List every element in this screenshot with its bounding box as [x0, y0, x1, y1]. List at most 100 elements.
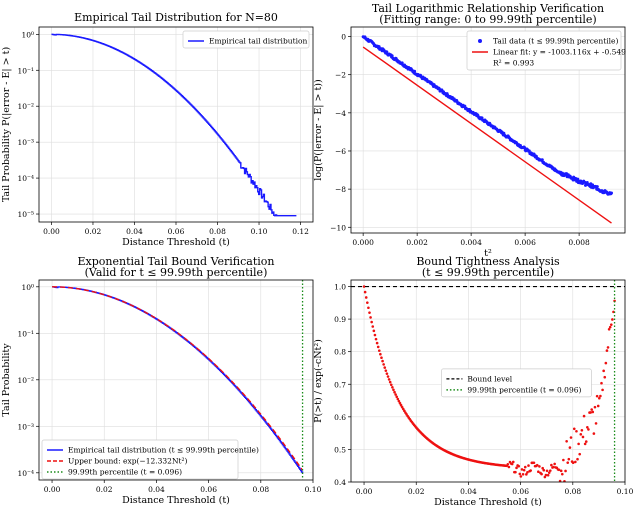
x-tick-label: 0.10 [251, 227, 268, 236]
ratio-point [380, 356, 383, 360]
ratio-point [537, 470, 540, 474]
legend-label: 99.99th percentile (t = 0.096) [68, 468, 182, 477]
x-tick-label: 0.000 [352, 238, 374, 247]
ratio-point [578, 452, 582, 456]
ratio-point [514, 470, 517, 474]
y-axis-label: Tail Probability P(|error - E| > t) [1, 47, 12, 202]
ratio-point [392, 388, 395, 392]
ratio-point [599, 394, 602, 398]
scatter-point [413, 69, 417, 73]
legend-swatch [478, 39, 482, 43]
x-tick-label: 0.006 [514, 238, 536, 247]
y-tick-label: 1.0 [334, 283, 346, 292]
x-axis-label: Distance Threshold (t) [122, 237, 230, 248]
legend-label: Bound level [467, 374, 512, 383]
ratio-point [607, 327, 611, 331]
ratio-point [593, 405, 597, 409]
x-tick-label: 0.00 [356, 487, 373, 496]
ratio-point [547, 471, 551, 474]
ratio-point [393, 390, 396, 394]
x-tick-label: 0.04 [126, 227, 143, 236]
ratio-point [576, 457, 579, 461]
ratio-point [566, 461, 570, 464]
ratio-point [565, 439, 568, 443]
y-tick-label: −2 [335, 71, 346, 80]
plot-area [51, 33, 297, 217]
ratio-point [601, 388, 604, 392]
y-tick-label: 10⁻³ [17, 422, 34, 431]
x-tick-label: 0.008 [568, 238, 590, 247]
legend-box [41, 439, 239, 480]
x-tick-label: 0.06 [168, 227, 185, 236]
legend-label: Linear fit: y = -1003.116x + -0.549 [493, 48, 626, 57]
y-tick-label: −8 [335, 185, 346, 194]
ratio-point [553, 462, 556, 466]
y-tick-label: 10⁰ [21, 283, 34, 292]
ratio-point [590, 408, 593, 411]
ratio-point [382, 363, 385, 366]
ratio-point [395, 395, 399, 399]
scatter-point [540, 158, 544, 162]
y-tick-label: 0 [341, 33, 346, 42]
ratio-point [609, 323, 613, 326]
ratio-point [586, 425, 589, 429]
ratio-point [577, 442, 580, 446]
legend: Tail data (t ≤ 99.99th percentile) Linear… [466, 30, 626, 71]
ratio-point [540, 472, 543, 476]
plot-frame [38, 279, 314, 481]
x-tick-label: 0.10 [305, 485, 322, 494]
ratio-point [567, 457, 571, 461]
ratio-point [525, 473, 528, 476]
ratio-point [362, 285, 366, 288]
legend-label: 99.99th percentile (t = 0.096) [467, 385, 581, 394]
scatter-point [610, 191, 614, 195]
ratio-point [564, 469, 567, 473]
ratio-point [532, 461, 536, 465]
ratio-point [391, 386, 394, 389]
ratio-point [397, 399, 401, 403]
chart-panel-3: 0.00 0.02 0.04 0.06 0.08 0.10 10⁰ 10⁻¹ 10⁻² 10⁻³ 1… [1, 255, 322, 506]
ratio-point [520, 468, 524, 471]
chart-panel-1: 0.00 0.02 0.04 0.06 0.08 0.10 0.12 10⁰ 10⁻¹ 10⁻² 1… [1, 11, 314, 248]
ratio-point [507, 465, 511, 469]
chart-title: Bound Tightness Analysis [416, 255, 560, 268]
y-tick-label: 10⁰ [21, 30, 34, 39]
ratio-point [582, 414, 586, 418]
ratio-point [522, 468, 526, 472]
ratio-point [606, 346, 610, 349]
x-tick-label: 0.00 [44, 485, 61, 494]
x-tick-label: 0.00 [43, 227, 60, 236]
legend-label: Empirical tail distribution [209, 37, 307, 46]
ratio-point [510, 462, 514, 466]
legend: Empirical tail distribution (t ≤ 99.99th… [41, 439, 259, 480]
y-tick-label: −10 [330, 223, 346, 232]
ratio-point [372, 329, 376, 333]
y-tick-label: 0.7 [334, 380, 346, 389]
ratio-point [529, 469, 532, 472]
ratio-point [598, 396, 601, 400]
x-tick-label: 0.04 [148, 485, 165, 494]
x-tick-label: 0.06 [200, 485, 217, 494]
y-tick-label: 10⁻¹ [17, 329, 34, 338]
chart-title: Tail Logarithmic Relationship Verificati… [372, 2, 604, 15]
y-tick-label: 10⁻³ [17, 138, 34, 147]
scatter-point [595, 185, 599, 189]
ratio-point [575, 429, 578, 433]
r-squared-label: R² = 0.993 [493, 59, 534, 68]
ratio-point [572, 427, 576, 431]
ratio-point [400, 405, 404, 409]
legend: Bound level 99.99th percentile (t = 0.096… [441, 368, 592, 398]
ratio-point [388, 380, 392, 384]
ratio-point [363, 290, 367, 294]
chart-subtitle: (Fitting range: 0 to 99.99th percentile) [379, 13, 596, 26]
ratio-point [591, 410, 595, 414]
bound-line [52, 286, 304, 471]
ratio-point [518, 472, 522, 476]
fit-line [362, 46, 612, 224]
ratio-point [605, 349, 609, 352]
x-tick-label: 0.02 [96, 485, 113, 494]
y-tick-label: 10⁻⁵ [17, 210, 34, 219]
ratio-point [546, 473, 550, 477]
ratio-point [558, 479, 562, 482]
